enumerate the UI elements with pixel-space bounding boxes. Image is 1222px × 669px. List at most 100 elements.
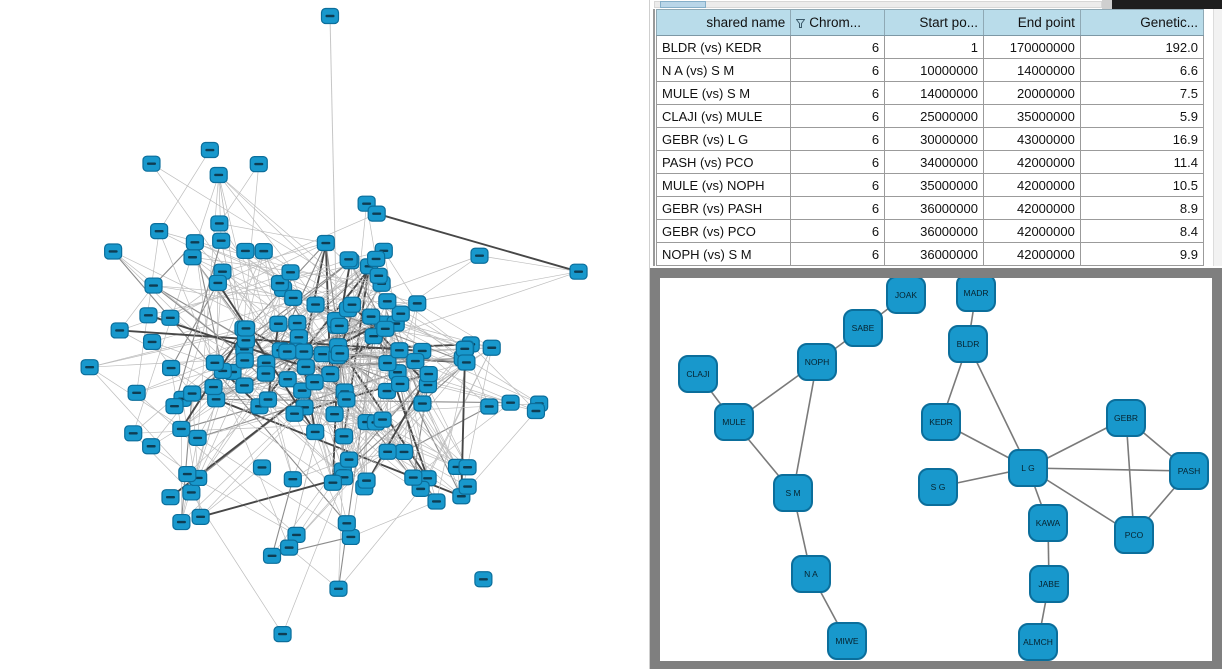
network-node[interactable] xyxy=(334,428,354,445)
network-node[interactable] xyxy=(288,314,307,332)
network-node[interactable] xyxy=(325,406,344,423)
network-node[interactable] xyxy=(273,626,292,643)
network-node[interactable] xyxy=(406,352,425,370)
network-node-NOPH[interactable]: NOPH xyxy=(797,343,837,381)
network-node-MULE[interactable]: MULE xyxy=(714,403,754,441)
network-edge[interactable] xyxy=(219,163,260,224)
network-edge[interactable] xyxy=(420,347,493,490)
network-node[interactable] xyxy=(394,443,414,461)
network-edge[interactable] xyxy=(217,213,377,284)
network-edge[interactable] xyxy=(174,260,351,407)
network-edge[interactable] xyxy=(132,433,192,493)
network-node[interactable] xyxy=(236,320,256,337)
network-node[interactable] xyxy=(188,429,207,447)
main-network-canvas[interactable] xyxy=(0,0,650,669)
network-node[interactable] xyxy=(390,342,409,359)
network-edge[interactable] xyxy=(151,163,345,437)
column-header-end-point[interactable]: End point xyxy=(982,9,1081,36)
table-row[interactable]: NOPH (vs) S M 6 36000000 42000000 9.9 xyxy=(655,242,1205,266)
network-edge[interactable] xyxy=(350,501,437,538)
network-node[interactable] xyxy=(342,296,362,313)
network-node[interactable] xyxy=(252,459,272,476)
network-node[interactable] xyxy=(470,247,489,264)
network-edge[interactable] xyxy=(136,348,245,394)
network-node[interactable] xyxy=(200,141,219,159)
network-edge-LG-PASH[interactable] xyxy=(1027,467,1190,472)
network-node[interactable] xyxy=(161,309,180,326)
column-header-genetic[interactable]: Genetic... xyxy=(1079,9,1205,36)
network-node[interactable] xyxy=(209,166,228,184)
table-row[interactable]: PASH (vs) PCO 6 34000000 42000000 11.4 xyxy=(655,150,1205,174)
network-node[interactable] xyxy=(367,205,386,222)
network-edge[interactable] xyxy=(119,330,260,407)
network-node[interactable] xyxy=(474,571,493,588)
network-node-MADR[interactable]: MADR xyxy=(956,274,996,312)
table-row[interactable]: CLAJI (vs) MULE 6 25000000 35000000 5.9 xyxy=(655,104,1205,128)
network-edge[interactable] xyxy=(288,547,339,590)
network-node[interactable] xyxy=(330,345,349,362)
network-edge[interactable] xyxy=(200,467,263,518)
network-node[interactable] xyxy=(283,471,302,488)
network-node[interactable] xyxy=(278,371,297,388)
network-edge[interactable] xyxy=(383,250,418,304)
network-node[interactable] xyxy=(284,289,303,306)
network-node[interactable] xyxy=(458,459,477,476)
network-node[interactable] xyxy=(526,402,546,420)
network-node[interactable] xyxy=(337,515,356,532)
network-node[interactable] xyxy=(249,156,268,173)
network-node[interactable] xyxy=(313,346,332,363)
network-edge[interactable] xyxy=(363,373,430,488)
network-edge[interactable] xyxy=(170,255,480,369)
network-node-KAWA[interactable]: KAWA xyxy=(1028,504,1068,542)
network-node[interactable] xyxy=(369,267,388,284)
network-node[interactable] xyxy=(144,277,163,294)
network-node[interactable] xyxy=(341,528,360,546)
network-node[interactable] xyxy=(281,264,300,281)
network-node[interactable] xyxy=(165,398,184,415)
network-edge[interactable] xyxy=(158,149,211,232)
network-node[interactable] xyxy=(185,234,204,251)
network-node[interactable] xyxy=(330,317,349,334)
network-node[interactable] xyxy=(127,384,146,401)
network-node[interactable] xyxy=(404,469,423,486)
network-edge[interactable] xyxy=(218,174,245,350)
table-row[interactable]: GEBR (vs) PASH 6 36000000 42000000 8.9 xyxy=(655,196,1205,220)
network-edge[interactable] xyxy=(282,477,345,635)
network-edge[interactable] xyxy=(375,323,397,423)
network-node-SABE[interactable]: SABE xyxy=(843,309,883,347)
table-row[interactable]: N A (vs) S M 6 10000000 14000000 6.6 xyxy=(655,58,1205,82)
network-edge[interactable] xyxy=(136,349,281,394)
network-node-NA[interactable]: N A xyxy=(791,555,831,593)
network-node[interactable] xyxy=(391,305,410,322)
network-node[interactable] xyxy=(104,243,123,260)
network-node[interactable] xyxy=(427,493,446,510)
network-edge[interactable] xyxy=(366,362,467,481)
network-node[interactable] xyxy=(305,374,324,391)
network-node[interactable] xyxy=(366,250,386,267)
network-edge[interactable] xyxy=(200,476,345,518)
main-network-view[interactable] xyxy=(0,0,650,669)
network-edge[interactable] xyxy=(338,488,421,589)
network-node[interactable] xyxy=(316,234,335,252)
network-node[interactable] xyxy=(378,293,397,310)
column-header-shared-name[interactable]: shared name xyxy=(655,9,792,36)
network-edge[interactable] xyxy=(395,323,465,350)
network-node[interactable] xyxy=(142,333,162,351)
network-node[interactable] xyxy=(150,223,169,240)
network-node-PASH[interactable]: PASH xyxy=(1169,452,1209,490)
network-node[interactable] xyxy=(337,391,356,408)
network-node-top-isolated[interactable] xyxy=(320,7,340,25)
network-edge[interactable] xyxy=(132,174,220,434)
network-node[interactable] xyxy=(294,343,314,360)
network-edge[interactable] xyxy=(182,282,219,399)
network-edge[interactable] xyxy=(479,255,579,273)
network-edge[interactable] xyxy=(403,303,418,452)
network-node[interactable] xyxy=(378,354,397,372)
network-node[interactable] xyxy=(501,394,520,411)
network-node[interactable] xyxy=(339,451,359,468)
network-node[interactable] xyxy=(323,474,342,491)
network-node[interactable] xyxy=(373,411,392,428)
network-node[interactable] xyxy=(329,580,348,597)
scrollbar-thumb[interactable] xyxy=(660,1,706,8)
network-edge[interactable] xyxy=(294,325,337,414)
